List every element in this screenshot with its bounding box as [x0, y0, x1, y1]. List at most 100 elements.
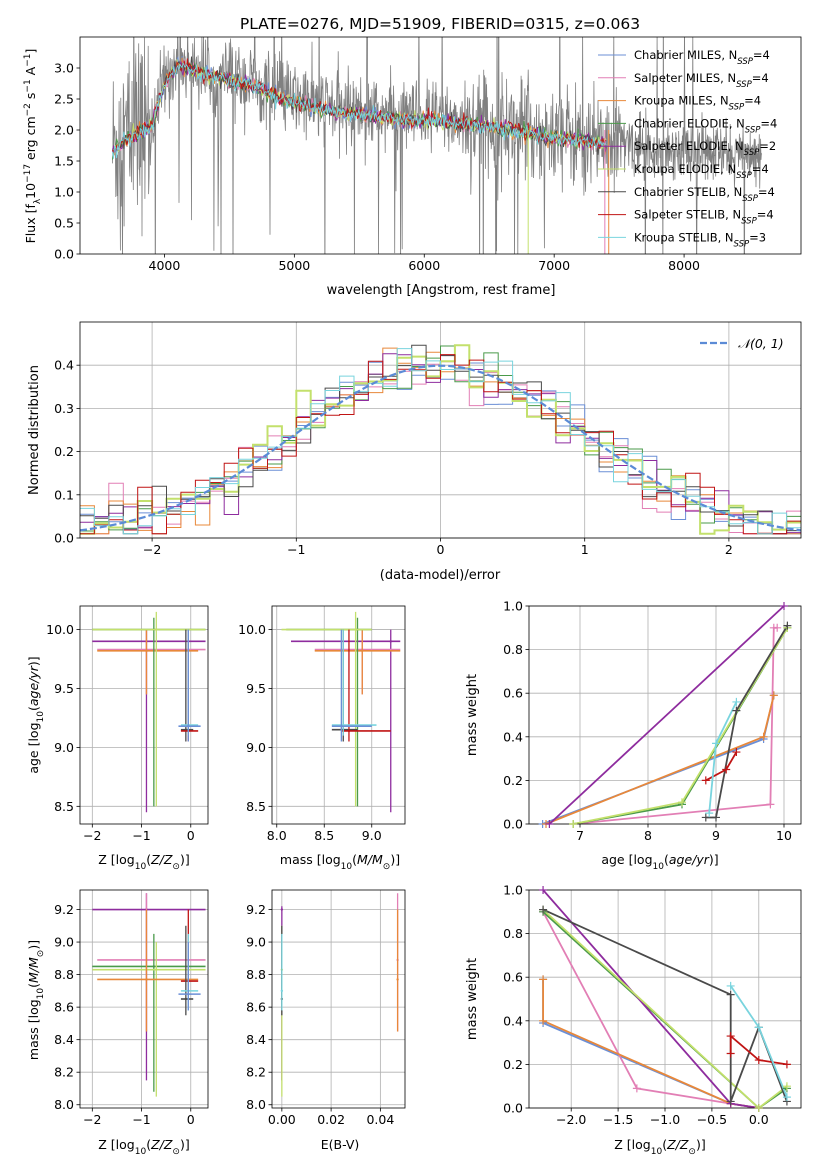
point-kroupa_elodie: [155, 968, 158, 971]
label-part: 10: [36, 711, 46, 723]
legend-sub: SSP: [741, 217, 757, 227]
label-part: mass [log: [280, 852, 341, 867]
x-tick-label: 6000: [408, 258, 440, 273]
ebv-xlabel: E(B-V): [321, 1137, 360, 1152]
y-tick-label: 0.3: [54, 401, 74, 416]
marker-salpeter_stelib: [754, 1056, 763, 1065]
label-part: (: [352, 852, 357, 867]
y-tick-label: 0.4: [54, 358, 74, 373]
point-salpeter_stelib: [347, 729, 351, 733]
label-part: )]: [709, 852, 719, 867]
marker-salpeter_elodie: [539, 886, 548, 894]
series-chabrier_stelib: [705, 625, 789, 819]
x-tick-label: 10: [776, 828, 792, 843]
axes-frame: [79, 36, 802, 255]
legend-rest: =4: [757, 208, 774, 222]
y-tick-label: 2.0: [54, 123, 74, 138]
marker-salpeter_stelib: [726, 1032, 735, 1041]
axis-label: age [log10(age/yr)]: [26, 656, 46, 773]
histogram-salpeter_elodie: [80, 353, 801, 535]
y-tick-label: 0.0: [54, 531, 74, 546]
marker-kroupa_stelib: [712, 739, 720, 748]
y-tick-label: 8.6: [246, 1000, 266, 1015]
x-tick-label: 7000: [538, 258, 570, 273]
legend-sub: SSP: [745, 125, 761, 135]
label-part: mass [log: [26, 999, 41, 1060]
legend-rest: =2: [759, 139, 776, 153]
x-tick-label: 4000: [149, 258, 181, 273]
legend-label: Salpeter STELIB, NSSP=4: [634, 208, 774, 227]
plot-area: [92, 893, 206, 1097]
legend-rest: =4: [744, 94, 761, 108]
marker-kroupa_stelib: [754, 1023, 763, 1032]
y-tick-label: 0.4: [503, 1013, 523, 1028]
y-tick-label: 9.5: [246, 681, 266, 696]
y-tick-label: 8.0: [246, 1097, 266, 1112]
y-tick-label: 8.8: [54, 967, 74, 982]
x-tick-label: 0.0: [749, 1112, 769, 1127]
legend-rest: =4: [758, 185, 775, 199]
x-tick-label: −1: [287, 542, 305, 557]
label-part: 10: [341, 862, 353, 872]
y-tick-label: 0.6: [503, 970, 523, 985]
marker-kroupa_elodie: [754, 1104, 763, 1112]
label-part: )]: [180, 852, 190, 867]
y-tick-label: 0.2: [503, 1057, 523, 1072]
label-part: age/yr: [26, 665, 41, 706]
y-tick-label: 2.5: [54, 92, 74, 107]
y-tick-label: 8.5: [54, 799, 74, 814]
y-tick-label: 10.0: [238, 622, 266, 637]
legend-sub: SSP: [736, 171, 752, 181]
legend-sub: SSP: [742, 194, 758, 204]
point-kroupa_elodie: [155, 628, 158, 631]
axis-label: mass [log10(M/M⊙)]: [280, 852, 400, 872]
legend-sub: SSP: [729, 103, 745, 113]
axis-label: Z [log10(Z/Z⊙)]: [614, 1137, 705, 1157]
marker-salpeter_stelib: [782, 1060, 791, 1069]
marker-chabrier_stelib: [783, 621, 792, 630]
legend-label: Chabrier MILES, NSSP=4: [634, 48, 770, 67]
y-tick-label: 9.0: [246, 740, 266, 755]
y-tick-label: 0.8: [503, 926, 523, 941]
label-part: Z [log: [98, 852, 134, 867]
y-tick-label: 1.5: [54, 154, 74, 169]
plot-area: [280, 893, 399, 1097]
y-tick-label: 8.2: [54, 1065, 74, 1080]
label-part: (: [26, 706, 41, 711]
label-part: (: [146, 852, 151, 867]
x-tick-label: 9.0: [362, 828, 382, 843]
plot-area: [80, 344, 801, 535]
label-part: Z/Z: [150, 1137, 173, 1152]
y-tick-label: 0.0: [54, 247, 74, 262]
y-tick-label: 8.0: [54, 1097, 74, 1112]
label-part: )]: [26, 940, 41, 950]
series-chabrier_elodie: [573, 627, 789, 824]
y-tick-label: 0.5: [54, 216, 74, 231]
label-part: −2: [23, 103, 33, 116]
label-part: M/M: [357, 852, 383, 867]
legend-sub: SSP: [736, 80, 752, 90]
label-part: )]: [180, 1137, 190, 1152]
label-part: (: [664, 852, 669, 867]
x-tick-label: 0: [437, 542, 445, 557]
legend-rest: =4: [752, 71, 769, 85]
label-part: s: [23, 93, 38, 104]
marker-kroupa_stelib: [705, 809, 714, 818]
y-tick-label: 8.5: [246, 799, 266, 814]
marker-kroupa_miles: [539, 975, 548, 984]
x-tick-label: 0.04: [366, 1112, 394, 1127]
point-kroupa_miles: [145, 649, 148, 652]
y-tick-label: 0.6: [503, 686, 523, 701]
marker-kroupa_miles: [769, 691, 778, 700]
label-part: 10: [36, 988, 46, 1000]
legend-label: Kroupa STELIB, NSSP=3: [634, 230, 766, 249]
label-part: λ: [33, 198, 43, 204]
marker-salpeter_stelib: [722, 765, 731, 774]
spectrum-model-kroupa_stelib: [112, 61, 607, 159]
y-tick-label: 9.0: [54, 935, 74, 950]
y-tick-label: 8.4: [54, 1032, 74, 1047]
y-tick-label: 8.6: [54, 1000, 74, 1015]
label-part: A: [23, 66, 38, 79]
x-tick-label: 0.00: [268, 1112, 296, 1127]
spectrum-data-line: [112, 37, 763, 254]
